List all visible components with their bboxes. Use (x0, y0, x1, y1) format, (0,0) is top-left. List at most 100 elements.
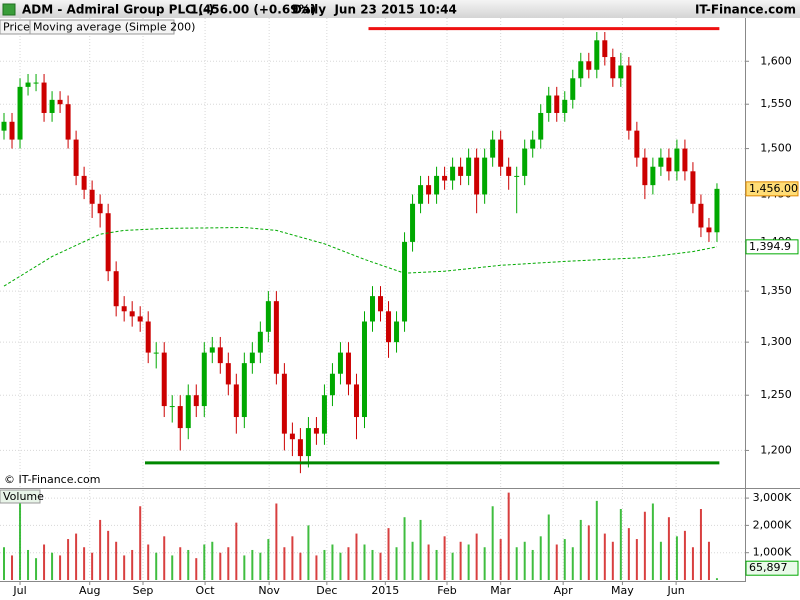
source: IT-Finance.com (695, 3, 796, 17)
candle-body (706, 227, 712, 233)
candle-body (394, 321, 400, 343)
candle-body (9, 121, 15, 140)
candle-body (145, 321, 151, 353)
x-tick-label: Jul (12, 584, 26, 597)
candle-body (450, 166, 456, 181)
chart-title: ADM - Admiral Group PLC (-) (22, 3, 214, 17)
candle-body (313, 428, 319, 434)
candle-body (121, 306, 127, 312)
period: Daily Jun 23 2015 10:44 (292, 3, 457, 17)
volume-label-box (0, 489, 41, 504)
candle-body (650, 166, 656, 186)
x-tick-label: Feb (437, 584, 456, 597)
candle-body (442, 175, 448, 181)
candle-body (426, 185, 432, 195)
candle-body (25, 82, 31, 87)
candle-body (345, 352, 351, 385)
candle-body (434, 175, 440, 195)
candle-body (329, 373, 335, 396)
moving-average (3, 226, 718, 287)
quote: 1,456.00 (+0.69%) (190, 3, 316, 17)
volume-last-box (745, 560, 799, 576)
candle-body (370, 296, 375, 322)
watermark: © IT-Finance.com (4, 473, 101, 486)
candle-body (105, 213, 111, 272)
candle-body (209, 347, 215, 353)
candle-body (482, 157, 488, 195)
candle-body (402, 241, 408, 322)
candle-body (594, 40, 600, 70)
candle-body (81, 175, 87, 190)
candle-body (353, 384, 359, 418)
legend-box (0, 19, 31, 35)
candle-body (586, 61, 592, 70)
y-tick-label: 3,000K (753, 491, 792, 504)
x-tick-label: May (611, 584, 634, 597)
y-tick-label: 1,500 (760, 142, 792, 155)
candle-body (522, 148, 528, 176)
candle-body (201, 352, 207, 407)
candle-body (321, 395, 327, 434)
candle-body (514, 175, 520, 177)
x-tick-label: Dec (316, 584, 337, 597)
candle-body (506, 166, 512, 176)
candle-body (305, 428, 311, 457)
candle-body (185, 395, 191, 429)
candle-body (361, 321, 367, 418)
logo (2, 3, 16, 16)
x-tick-label: Aug (79, 584, 100, 597)
candle-body (410, 203, 416, 242)
candle-body (281, 373, 287, 434)
marks (1, 27, 720, 580)
candle-body (49, 99, 55, 113)
candle-body (714, 188, 720, 233)
y-tick-label: 1,600 (760, 54, 792, 67)
candle-body (634, 130, 640, 158)
ma-last-label: 1,394.9 (749, 240, 791, 253)
volume-last-label: 65,897 (749, 561, 788, 574)
candle-body (217, 347, 223, 364)
candle-body (626, 65, 632, 131)
candle-body (233, 384, 239, 418)
candle-body (682, 148, 688, 172)
price-last-label: 1,456.00 (749, 182, 798, 195)
y-tick-label: 1,250 (760, 388, 792, 401)
candle-body (193, 395, 199, 407)
candle-body (570, 78, 576, 100)
y-tick-label: 1,550 (760, 97, 792, 110)
candle-body (554, 95, 560, 113)
candle-body (474, 157, 480, 195)
candle-body (418, 185, 424, 204)
candle-body (265, 301, 271, 332)
candle-body (17, 86, 23, 140)
candle-body (113, 271, 119, 307)
candle-body (610, 57, 616, 79)
y-tick-label: 1,000K (753, 546, 792, 559)
candle-body (458, 166, 464, 176)
price-label-box (745, 181, 799, 197)
candle-body (602, 40, 608, 58)
candle-body (129, 311, 135, 317)
candle-body (337, 352, 343, 374)
candle-body (89, 189, 95, 204)
legend-entry: Moving average (Simple 200) (33, 21, 195, 34)
x-tick-label: Oct (196, 584, 216, 597)
y-tick-label: 1,200 (760, 443, 792, 456)
candle-body (297, 439, 303, 457)
candle-body (257, 331, 263, 353)
candle-body (169, 406, 175, 408)
candle-body (177, 406, 183, 429)
x-tick-label: 2015 (371, 584, 399, 597)
grid (0, 18, 749, 585)
candle-body (658, 157, 664, 167)
candle-body (57, 99, 63, 105)
candle-body (273, 301, 279, 374)
candle-body (386, 311, 392, 343)
candle-body (241, 363, 247, 418)
candle-body (33, 82, 39, 84)
candle-body (666, 157, 672, 172)
x-tick-label: Jun (667, 584, 685, 597)
candle-body (546, 95, 552, 113)
overlay: Jul Aug Sep Oct Nov Dec 2015 Feb Mar Apr May Jun 1,2… (0, 19, 799, 597)
